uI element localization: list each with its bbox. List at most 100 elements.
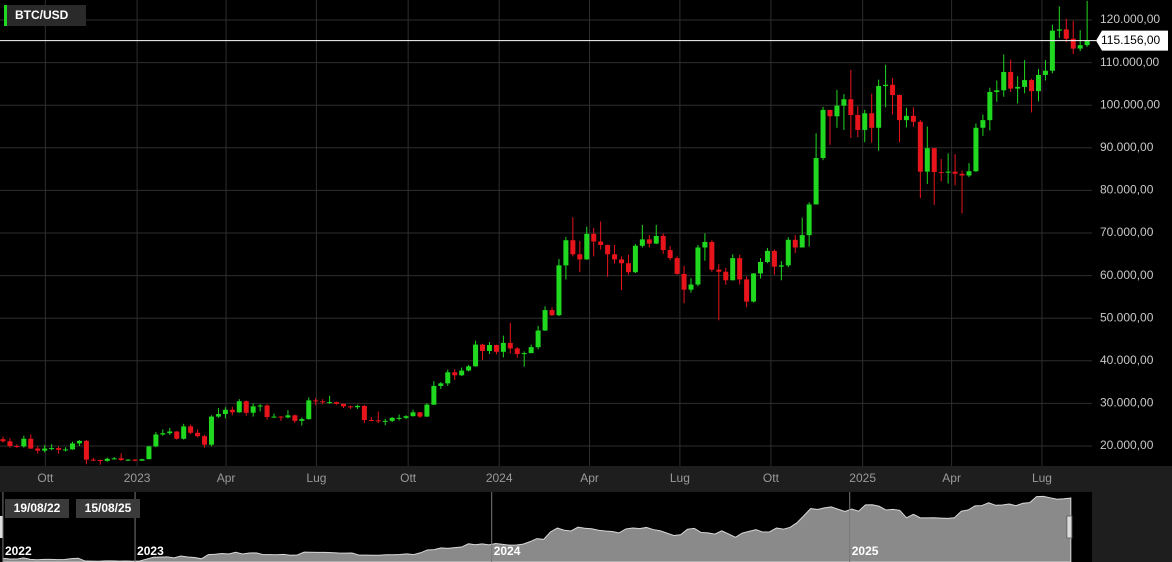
candle-body xyxy=(257,405,263,407)
candle-body xyxy=(980,120,986,128)
range-box xyxy=(5,499,69,518)
candle-body xyxy=(660,235,666,251)
candle-body xyxy=(577,254,583,260)
x-tick-label: Apr xyxy=(580,471,599,485)
candle-body xyxy=(35,448,41,451)
candle-body xyxy=(737,258,743,280)
candle-body xyxy=(848,99,854,116)
y-tick-label: 40.000,00 xyxy=(1100,353,1154,367)
x-tick-label: Ott xyxy=(400,471,417,485)
x-tick-label: Apr xyxy=(942,471,961,485)
x-tick-label: Ott xyxy=(37,471,54,485)
candle-body xyxy=(841,99,847,106)
candle-body xyxy=(792,239,798,248)
x-tick-label: Apr xyxy=(217,471,236,485)
y-tick-label: 120.000,00 xyxy=(1100,12,1160,26)
candle-body xyxy=(389,417,395,421)
y-tick-label: 70.000,00 xyxy=(1100,225,1154,239)
candle-body xyxy=(215,414,221,417)
candle-body xyxy=(403,416,409,418)
y-tick-label: 20.000,00 xyxy=(1100,438,1154,452)
navigator-handle xyxy=(0,516,3,538)
navigator-tick-label: 2024 xyxy=(494,544,521,558)
candle-body xyxy=(653,235,659,244)
y-tick-label: 100.000,00 xyxy=(1100,97,1160,111)
candle-body xyxy=(174,431,180,439)
overlay: BTC/USD 115.156,00 19/08/22 15/08/25 xyxy=(0,5,1168,518)
candle-body xyxy=(132,459,138,461)
candle-body xyxy=(820,109,826,159)
candle-body xyxy=(994,90,1000,93)
candle-body xyxy=(952,171,958,174)
candle-body xyxy=(14,445,20,447)
candle-body xyxy=(827,109,833,117)
candle-body xyxy=(931,148,937,173)
x-tick-label: Lug xyxy=(1032,471,1052,485)
candle-body xyxy=(862,113,868,130)
candle-body xyxy=(188,426,194,433)
navigator-tick-label: 2023 xyxy=(137,544,164,558)
candle-body xyxy=(507,342,513,349)
x-tick-label: Lug xyxy=(306,471,326,485)
candle-body xyxy=(500,342,506,352)
candle-body xyxy=(208,416,214,445)
candle-body xyxy=(945,171,951,173)
candle-body xyxy=(646,239,652,244)
candle-body xyxy=(966,171,972,176)
candle-body xyxy=(910,115,916,122)
candle-body xyxy=(632,245,638,273)
candle-body xyxy=(229,409,235,413)
candle-body xyxy=(285,415,291,418)
legend-box xyxy=(4,5,86,26)
candle-body xyxy=(730,258,736,281)
candle-body xyxy=(785,239,791,266)
candle-body xyxy=(396,417,402,419)
candle-body xyxy=(278,416,284,418)
candle-body xyxy=(1042,70,1048,75)
candle-body xyxy=(111,458,117,460)
candle-body xyxy=(7,441,13,446)
x-axis-band xyxy=(0,466,1092,492)
x-tick-label: 2024 xyxy=(486,471,513,485)
candle-body xyxy=(382,420,388,422)
candle-body xyxy=(890,84,896,95)
corner xyxy=(1092,466,1172,562)
candle-body xyxy=(250,406,256,413)
candle-body xyxy=(299,419,305,421)
candle-body xyxy=(83,440,89,460)
grid: 20.000,00 30.000,00 40.000,00 50.000,00 60.0… xyxy=(0,0,1160,485)
candle-body xyxy=(63,449,69,451)
candle-body xyxy=(424,404,430,417)
candle-body xyxy=(236,401,242,413)
candle-body xyxy=(243,401,249,413)
candle-body xyxy=(924,148,930,172)
candle-body xyxy=(549,310,555,316)
candle-body xyxy=(903,115,909,121)
candle-body xyxy=(90,459,96,461)
navigator-area xyxy=(2,495,1072,562)
y-tick-label: 60.000,00 xyxy=(1100,268,1154,282)
legend-label: BTC/USD xyxy=(15,8,69,22)
candle-body xyxy=(1049,30,1055,71)
candle-body xyxy=(1077,45,1083,49)
candle-body xyxy=(153,434,159,447)
candle-body xyxy=(410,412,416,417)
candle-body xyxy=(973,127,979,172)
candle-body xyxy=(723,271,729,281)
candle-body xyxy=(1008,71,1014,89)
candle-body xyxy=(320,401,326,403)
candle-body xyxy=(570,240,576,255)
candle-body xyxy=(202,436,208,445)
candle-body xyxy=(486,345,492,351)
candle-body xyxy=(959,173,965,176)
candle-body xyxy=(612,254,618,260)
candle-body xyxy=(445,372,451,384)
candle-body xyxy=(688,284,694,290)
candle-body xyxy=(667,250,673,259)
candle-body xyxy=(764,250,770,262)
candle-body xyxy=(21,438,27,447)
candle-body xyxy=(222,409,228,415)
candle-body xyxy=(167,431,173,434)
candle-body xyxy=(917,121,923,172)
